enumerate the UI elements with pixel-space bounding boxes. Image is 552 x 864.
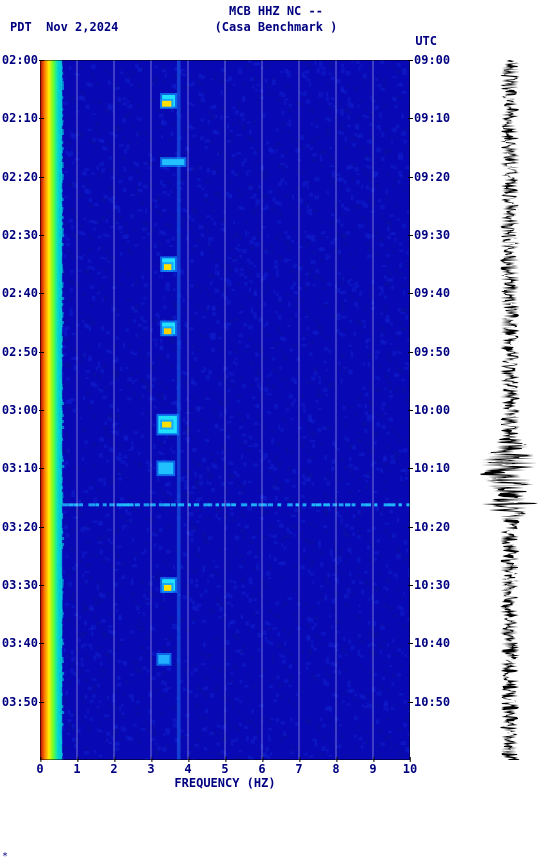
y-right-tick: 10:20 [414, 520, 454, 534]
x-tick: 3 [147, 762, 154, 776]
y-left-tick: 03:10 [0, 461, 38, 475]
y-right-tick: 10:40 [414, 636, 454, 650]
y-right-tick: 09:20 [414, 170, 454, 184]
x-tick: 7 [295, 762, 302, 776]
y-left-tick: 03:00 [0, 403, 38, 417]
y-left-tick: 02:00 [0, 53, 38, 67]
y-right-tick: 09:00 [414, 53, 454, 67]
y-axis-right: 09:0009:1009:2009:3009:4009:5010:0010:10… [414, 60, 454, 760]
y-right-tick: 10:10 [414, 461, 454, 475]
x-tick: 5 [221, 762, 228, 776]
y-right-tick: 09:30 [414, 228, 454, 242]
y-right-tick: 10:50 [414, 695, 454, 709]
y-left-tick: 02:20 [0, 170, 38, 184]
x-axis-label: FREQUENCY (HZ) [40, 776, 410, 790]
x-tick: 9 [369, 762, 376, 776]
y-right-tick: 10:00 [414, 403, 454, 417]
y-left-tick: 03:30 [0, 578, 38, 592]
waveform-canvas [480, 60, 540, 760]
tz-right: UTC [415, 34, 437, 48]
x-tick: 6 [258, 762, 265, 776]
spectrogram-plot [40, 60, 410, 760]
y-left-tick: 03:40 [0, 636, 38, 650]
x-tick: 0 [36, 762, 43, 776]
date-label: Nov 2,2024 [46, 20, 118, 34]
y-left-tick: 02:40 [0, 286, 38, 300]
tz-left: PDT Nov 2,2024 [10, 20, 118, 34]
x-tick: 1 [73, 762, 80, 776]
y-left-tick: 03:50 [0, 695, 38, 709]
y-right-tick: 09:40 [414, 286, 454, 300]
y-left-tick: 02:10 [0, 111, 38, 125]
y-right-tick: 09:50 [414, 345, 454, 359]
station-code: MCB HHZ NC -- [0, 4, 552, 18]
spectrogram-canvas [40, 60, 410, 760]
waveform-panel [480, 60, 540, 760]
y-left-tick: 03:20 [0, 520, 38, 534]
x-tick: 4 [184, 762, 191, 776]
x-tick: 10 [403, 762, 417, 776]
tz-left-label: PDT [10, 20, 32, 34]
x-tick: 2 [110, 762, 117, 776]
x-tick: 8 [332, 762, 339, 776]
y-left-tick: 02:50 [0, 345, 38, 359]
y-right-tick: 09:10 [414, 111, 454, 125]
y-left-tick: 02:30 [0, 228, 38, 242]
footnote: * [2, 851, 8, 862]
y-axis-left: 02:0002:1002:2002:3002:4002:5003:0003:10… [0, 60, 38, 760]
y-right-tick: 10:30 [414, 578, 454, 592]
